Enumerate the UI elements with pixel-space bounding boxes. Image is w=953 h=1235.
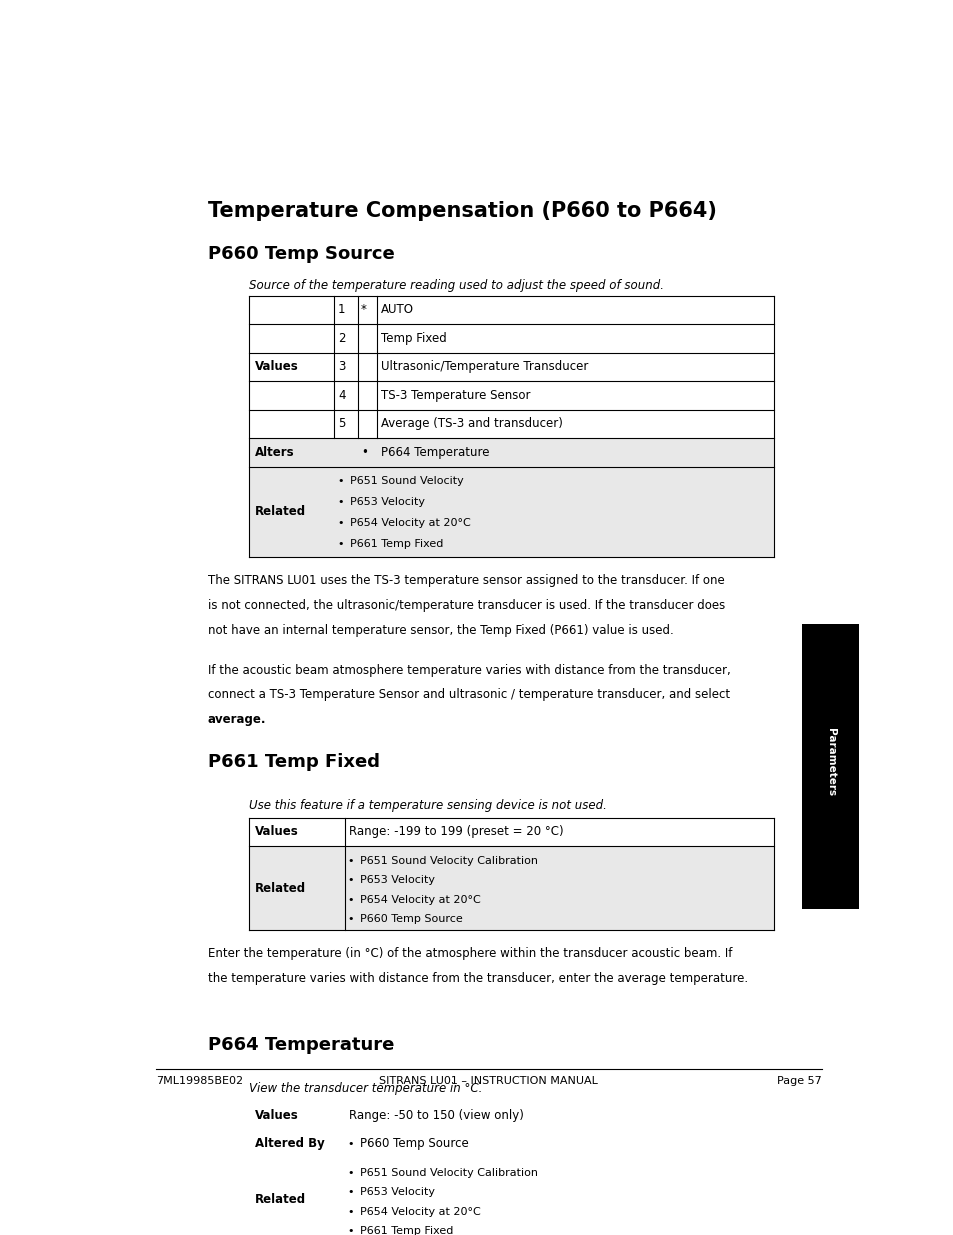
Text: View the transducer temperature in °C.: View the transducer temperature in °C. xyxy=(249,1082,481,1095)
Text: •: • xyxy=(347,894,354,904)
Text: P664 Temperature: P664 Temperature xyxy=(380,446,489,459)
Text: Range: -50 to 150 (view only): Range: -50 to 150 (view only) xyxy=(349,1109,523,1121)
Text: 3: 3 xyxy=(337,361,345,373)
Text: P660 Temp Source: P660 Temp Source xyxy=(359,914,462,924)
Bar xyxy=(249,410,773,438)
Bar xyxy=(249,1130,773,1158)
Text: P661 Temp Fixed: P661 Temp Fixed xyxy=(359,1226,453,1235)
Text: Temperature Compensation (P660 to P664): Temperature Compensation (P660 to P664) xyxy=(208,200,716,221)
Text: •: • xyxy=(337,519,343,529)
Bar xyxy=(249,846,773,930)
Bar xyxy=(801,624,858,909)
Bar xyxy=(249,382,773,410)
Text: 4: 4 xyxy=(337,389,345,401)
Text: Use this feature if a temperature sensing device is not used.: Use this feature if a temperature sensin… xyxy=(249,799,606,811)
Text: P651 Sound Velocity Calibration: P651 Sound Velocity Calibration xyxy=(359,856,537,866)
Text: •: • xyxy=(337,498,343,508)
Text: If the acoustic beam atmosphere temperature varies with distance from the transd: If the acoustic beam atmosphere temperat… xyxy=(208,663,730,677)
Text: Values: Values xyxy=(254,825,298,839)
Text: P651 Sound Velocity: P651 Sound Velocity xyxy=(350,477,463,487)
Text: •: • xyxy=(337,477,343,487)
Text: P654 Velocity at 20°C: P654 Velocity at 20°C xyxy=(359,1207,479,1216)
Text: Source of the temperature reading used to adjust the speed of sound.: Source of the temperature reading used t… xyxy=(249,279,663,293)
Text: P654 Velocity at 20°C: P654 Velocity at 20°C xyxy=(350,519,470,529)
Text: P664 Temperature: P664 Temperature xyxy=(208,1036,394,1055)
Text: Parameters: Parameters xyxy=(824,727,835,795)
Bar xyxy=(249,353,773,382)
Text: 5: 5 xyxy=(337,417,345,431)
Text: •: • xyxy=(347,1207,354,1216)
Text: Enter the temperature (in °C) of the atmosphere within the transducer acoustic b: Enter the temperature (in °C) of the atm… xyxy=(208,947,732,960)
Text: •: • xyxy=(347,914,354,924)
Text: P661 Temp Fixed: P661 Temp Fixed xyxy=(350,540,443,550)
Text: •: • xyxy=(347,1187,354,1197)
Text: the temperature varies with distance from the transducer, enter the average temp: the temperature varies with distance fro… xyxy=(208,972,747,984)
Text: Values: Values xyxy=(254,1109,298,1121)
Bar xyxy=(249,295,773,324)
Text: Altered By: Altered By xyxy=(254,1137,324,1150)
Text: Values: Values xyxy=(254,361,298,373)
Text: P651 Sound Velocity Calibration: P651 Sound Velocity Calibration xyxy=(359,1167,537,1178)
Text: Range: -199 to 199 (preset = 20 °C): Range: -199 to 199 (preset = 20 °C) xyxy=(349,825,563,839)
Text: P653 Velocity: P653 Velocity xyxy=(359,1187,434,1197)
Bar xyxy=(249,818,773,846)
Text: Related: Related xyxy=(254,1193,305,1207)
Bar xyxy=(249,1158,773,1235)
Text: P660 Temp Source: P660 Temp Source xyxy=(359,1137,468,1150)
Text: 1: 1 xyxy=(337,304,345,316)
Text: The SITRANS LU01 uses the TS-3 temperature sensor assigned to the transducer. If: The SITRANS LU01 uses the TS-3 temperatu… xyxy=(208,574,724,587)
Text: •: • xyxy=(360,446,368,459)
Text: •: • xyxy=(347,856,354,866)
Text: P661 Temp Fixed: P661 Temp Fixed xyxy=(208,753,379,771)
Text: not have an internal temperature sensor, the Temp Fixed (P661) value is used.: not have an internal temperature sensor,… xyxy=(208,624,673,637)
Text: Page 57: Page 57 xyxy=(776,1077,821,1087)
Text: Ultrasonic/Temperature Transducer: Ultrasonic/Temperature Transducer xyxy=(380,361,588,373)
Text: Alters: Alters xyxy=(254,446,294,459)
Text: *: * xyxy=(360,304,367,316)
Text: •: • xyxy=(347,1139,354,1149)
Text: P653 Velocity: P653 Velocity xyxy=(350,498,424,508)
Text: 2: 2 xyxy=(337,332,345,345)
Text: average.: average. xyxy=(208,713,266,726)
Bar xyxy=(249,438,773,467)
Text: P660 Temp Source: P660 Temp Source xyxy=(208,246,395,263)
Text: Average (TS-3 and transducer): Average (TS-3 and transducer) xyxy=(380,417,562,431)
Bar xyxy=(249,1102,773,1130)
Text: P653 Velocity: P653 Velocity xyxy=(359,876,434,885)
Text: is not connected, the ultrasonic/temperature transducer is used. If the transduc: is not connected, the ultrasonic/tempera… xyxy=(208,599,724,613)
Text: •: • xyxy=(337,540,343,550)
Text: •: • xyxy=(347,1167,354,1178)
Bar xyxy=(249,324,773,353)
Text: 7ML19985BE02: 7ML19985BE02 xyxy=(156,1077,243,1087)
Text: Related: Related xyxy=(254,505,305,519)
Bar xyxy=(249,467,773,557)
Text: connect a TS-3 Temperature Sensor and ultrasonic / temperature transducer, and s: connect a TS-3 Temperature Sensor and ul… xyxy=(208,688,729,701)
Text: •: • xyxy=(347,1226,354,1235)
Text: AUTO: AUTO xyxy=(380,304,414,316)
Text: P654 Velocity at 20°C: P654 Velocity at 20°C xyxy=(359,894,479,904)
Text: SITRANS LU01 – INSTRUCTION MANUAL: SITRANS LU01 – INSTRUCTION MANUAL xyxy=(379,1077,598,1087)
Text: Related: Related xyxy=(254,882,305,894)
Text: TS-3 Temperature Sensor: TS-3 Temperature Sensor xyxy=(380,389,530,401)
Text: •: • xyxy=(347,876,354,885)
Text: Temp Fixed: Temp Fixed xyxy=(380,332,446,345)
